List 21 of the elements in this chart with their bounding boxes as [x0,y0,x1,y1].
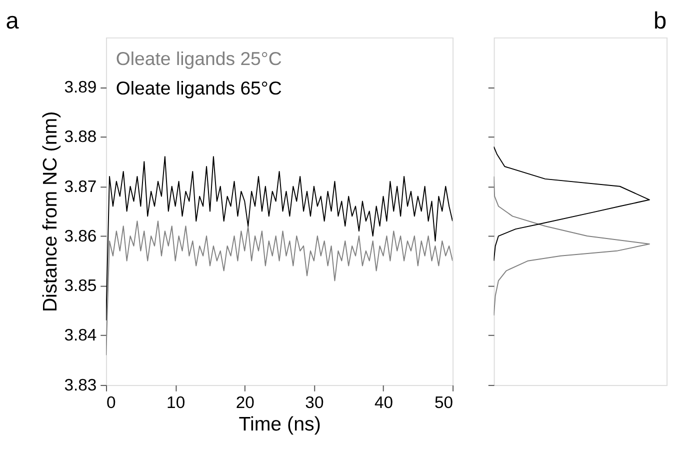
x-tick-label: 10 [166,393,186,412]
y-tick-label: 3.85 [64,276,97,296]
y-tick-label: 3.83 [64,375,97,394]
line-series [106,220,453,356]
y-axis-title: Distance from NC (nm) [39,111,62,312]
y-tick-label: 3.88 [64,127,97,146]
x-axis-title: Time (ns) [238,414,321,436]
x-tick-label: 40 [374,393,394,412]
x-tick-label: 0 [106,393,116,412]
chart-title: b [653,8,667,34]
line-series [106,156,453,321]
text: Oleate ligands 25°C [116,48,282,69]
x-tick-label: 30 [305,393,324,412]
chart-title: a [6,8,20,34]
y-tick-label: 3.89 [64,77,97,96]
y-tick-label: 3.86 [64,226,97,246]
y-tick-label: 3.84 [64,326,97,345]
x-tick-label: 20 [236,393,254,412]
y-tick-label: 3.87 [64,176,97,196]
x-tick-label: 50 [434,393,454,412]
text: Oleate ligands 65°C [116,77,282,98]
